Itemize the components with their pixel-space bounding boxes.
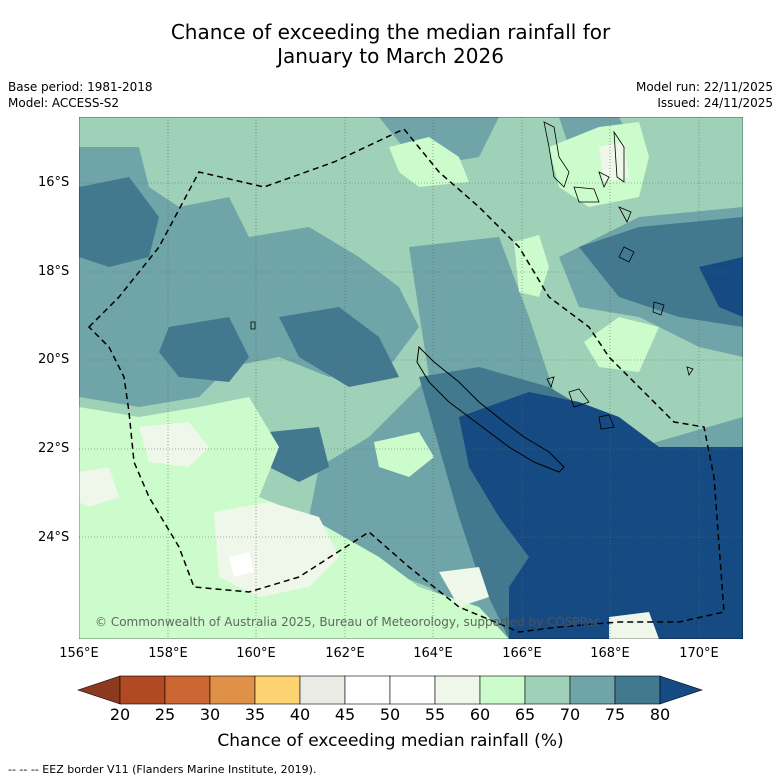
eez-footnote: -- -- -- EEZ border V11 (Flanders Marine… (8, 763, 317, 776)
contour-55-60 (79, 467, 119, 507)
loyalty-islands-coastline (546, 376, 615, 430)
lon-label-158e: 158°E (148, 646, 188, 661)
lat-label-18s: 18°S (38, 264, 70, 279)
lat-label-24s: 24°S (38, 530, 70, 545)
lon-label-156e: 156°E (59, 646, 99, 661)
model-run-text: Model run: 22/11/2025 (635, 80, 773, 94)
map-title-line2: January to March 2026 (277, 44, 504, 68)
colorbar-tick-label: 60 (469, 705, 491, 724)
lon-label-166e: 166°E (502, 646, 542, 661)
colorbar-extend-high (659, 675, 703, 705)
colorbar-tick-label: 20 (109, 705, 131, 724)
colorbar (77, 675, 703, 705)
contour-50-55 (229, 552, 254, 577)
colorbar-tick-label: 30 (199, 705, 221, 724)
new-caledonia-coastline (416, 345, 565, 473)
lat-label-22s: 22°S (38, 441, 70, 456)
lon-label-164e: 164°E (413, 646, 453, 661)
contour-55-60 (609, 612, 659, 639)
colorbar-tick-label: 40 (289, 705, 311, 724)
colorbar-segment (119, 675, 166, 705)
contour-55-60 (439, 567, 489, 607)
lat-label-20s: 20°S (38, 352, 70, 367)
colorbar-segment (434, 675, 481, 705)
colorbar-segment (479, 675, 526, 705)
colorbar-segment (389, 675, 436, 705)
contour-60-65 (389, 137, 469, 187)
contour-75-80 (79, 177, 159, 267)
contour-75-80 (269, 427, 329, 482)
rainfall-map: © Commonwealth of Australia 2025, Bureau… (79, 117, 743, 639)
colorbar-extend-low (77, 675, 121, 705)
contour-75-80 (159, 317, 249, 382)
colorbar-title: Chance of exceeding median rainfall (%) (217, 731, 564, 751)
colorbar-tick-label: 50 (379, 705, 401, 724)
graticule (79, 117, 743, 639)
lon-label-162e: 162°E (325, 646, 365, 661)
vanuatu-coastline (543, 121, 694, 376)
colorbar-segment (614, 675, 661, 705)
base-period-text: Base period: 1981-2018 (8, 80, 153, 94)
colorbar-segment (524, 675, 571, 705)
colorbar-tick-label: 35 (244, 705, 266, 724)
colorbar-segment (299, 675, 346, 705)
contour-75-80 (279, 307, 399, 387)
map-title-line1: Chance of exceeding the median rainfall … (170, 20, 611, 44)
lon-label-160e: 160°E (236, 646, 276, 661)
eez-border (87, 128, 725, 633)
small-island (250, 321, 256, 330)
colorbar-segment (164, 675, 211, 705)
contour-60-65 (374, 432, 434, 477)
lon-label-168e: 168°E (590, 646, 630, 661)
map-copyright: © Commonwealth of Australia 2025, Bureau… (95, 615, 600, 629)
colorbar-tick-label: 75 (604, 705, 626, 724)
colorbar-segment (569, 675, 616, 705)
colorbar-tick-label: 45 (334, 705, 356, 724)
contour-80-plus (699, 257, 743, 317)
contour-55-60 (599, 142, 629, 182)
issued-text: Issued: 24/11/2025 (657, 96, 773, 110)
lon-label-170e: 170°E (679, 646, 719, 661)
lat-label-16s: 16°S (38, 175, 70, 190)
model-text: Model: ACCESS-S2 (8, 96, 120, 110)
contour-80-plus (459, 392, 743, 639)
colorbar-segment (254, 675, 301, 705)
colorbar-segment (209, 675, 256, 705)
colorbar-tick-label: 65 (514, 705, 536, 724)
model-info: Base period: 1981-2018 Model: ACCESS-S2 (8, 79, 153, 111)
contour-55-60 (139, 422, 209, 467)
colorbar-segment (344, 675, 391, 705)
colorbar-tick-label: 80 (649, 705, 671, 724)
colorbar-tick-label: 55 (424, 705, 446, 724)
colorbar-tick-label: 25 (154, 705, 176, 724)
contour-60-65 (584, 317, 659, 372)
colorbar-tick-label: 70 (559, 705, 581, 724)
run-info: Model run: 22/11/2025 Issued: 24/11/2025 (636, 79, 773, 111)
